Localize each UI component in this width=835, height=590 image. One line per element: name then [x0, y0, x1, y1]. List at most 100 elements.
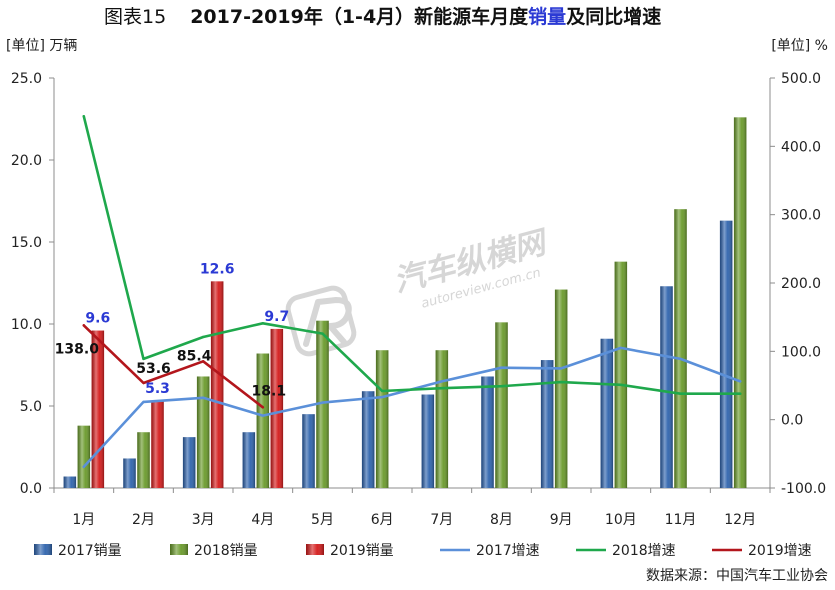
- x-category-label: 6月: [371, 512, 394, 528]
- legend-item-growth-2017: 2017增速: [440, 543, 540, 559]
- x-category-label: 5月: [311, 512, 334, 528]
- bar-sales-2017-m2: [123, 458, 136, 488]
- point-growth-2018-m6: [380, 389, 384, 393]
- legend-item-sales-2018: 2018销量: [170, 543, 258, 559]
- right-tick-label: 200.0: [781, 276, 821, 292]
- legend-item-sales-2017: 2017销量: [34, 543, 122, 559]
- point-growth-2018-m3: [201, 335, 205, 339]
- point-growth-2017-m12: [738, 380, 742, 383]
- data-label-sales-2019-m3: 12.6: [200, 261, 235, 277]
- bar-sales-2017-m5: [302, 414, 315, 488]
- bar-sales-2017-m6: [361, 391, 375, 488]
- bar-sales-2019-m2: [151, 401, 164, 488]
- line-growth-2019: [82, 324, 265, 409]
- bar-shading: [481, 376, 494, 488]
- line-series-growth-2018: [82, 115, 742, 395]
- left-tick-label: 20.0: [11, 153, 42, 169]
- x-category-label: 4月: [251, 512, 274, 528]
- legend-swatch-shading: [306, 544, 324, 555]
- x-category-label: 7月: [430, 512, 453, 528]
- point-growth-2018-m2: [142, 357, 145, 361]
- bar-sales-2018-m12: [733, 117, 747, 489]
- point-growth-2019-m4: [261, 406, 265, 409]
- bar-shading: [719, 220, 733, 488]
- left-tick-label: 5.0: [20, 399, 42, 415]
- data-label-growth-2019-m3: 85.4: [177, 348, 212, 364]
- point-growth-2019-m3: [201, 360, 205, 363]
- bar-shading: [270, 328, 284, 488]
- bar-sales-2017-m11: [660, 286, 673, 488]
- data-source-note: 数据来源：中国汽车工业协会: [646, 568, 828, 584]
- left-tick-label: 0.0: [20, 481, 42, 497]
- bar-shading: [660, 286, 673, 488]
- legend-swatch-shading: [34, 544, 52, 555]
- legend: 2017销量 2018销量 2019销量 2017增速 2018增速 2019增速: [34, 543, 812, 559]
- x-category-label: 2月: [132, 512, 155, 528]
- point-growth-2018-m10: [619, 383, 623, 387]
- bar-sales-2018-m2: [137, 432, 150, 488]
- bar-sales-2018-m1: [77, 425, 91, 488]
- bar-shading: [316, 320, 329, 488]
- point-growth-2018-m12: [738, 392, 742, 395]
- bar-shading: [137, 432, 150, 488]
- point-growth-2017-m6: [380, 395, 384, 399]
- bar-shading: [421, 394, 435, 488]
- point-growth-2017-m4: [261, 414, 265, 417]
- legend-item-growth-2018: 2018增速: [576, 543, 676, 559]
- bar-shading: [614, 261, 628, 488]
- x-category-label: 3月: [192, 512, 215, 528]
- line-series-growth-2019: [82, 324, 265, 409]
- bar-series-sales-2018: [77, 117, 747, 489]
- bar-sales-2017-m8: [481, 376, 494, 488]
- point-growth-2019-m1: [82, 324, 86, 327]
- bar-sales-2019-m3: [210, 281, 224, 488]
- bar-shading: [435, 350, 449, 488]
- bar-shading: [123, 458, 136, 488]
- bar-sales-2018-m7: [435, 350, 449, 488]
- bar-sales-2019-m4: [270, 328, 284, 488]
- data-label-sales-2019-m2: 5.3: [145, 381, 170, 397]
- bar-sales-2017-m10: [600, 338, 614, 488]
- point-growth-2018-m9: [559, 380, 563, 384]
- data-label-sales-2019-m4: 9.7: [264, 309, 289, 325]
- bar-shading: [554, 289, 568, 488]
- left-axis-unit: [单位] 万辆: [6, 38, 78, 54]
- bar-shading: [302, 414, 315, 488]
- line-growth-2017: [82, 346, 742, 469]
- bar-sales-2018-m4: [256, 353, 270, 488]
- legend-label: 2018销量: [194, 543, 258, 559]
- point-growth-2017-m5: [321, 401, 324, 404]
- point-growth-2017-m9: [559, 367, 563, 370]
- point-growth-2017-m8: [500, 366, 503, 369]
- bar-shading: [196, 376, 210, 488]
- point-growth-2017-m1: [82, 465, 86, 469]
- bar-shading: [540, 360, 554, 488]
- point-growth-2019-m2: [142, 381, 145, 385]
- left-tick-label: 10.0: [11, 317, 42, 333]
- bar-sales-2018-m9: [554, 289, 568, 488]
- point-growth-2017-m2: [142, 400, 145, 404]
- right-tick-label: 500.0: [781, 71, 821, 87]
- bar-sales-2017-m4: [242, 432, 256, 488]
- bar-series-sales-2017: [63, 220, 733, 488]
- bar-shading: [242, 432, 256, 488]
- bar-shading: [375, 350, 389, 488]
- bar-sales-2017-m12: [719, 220, 733, 488]
- point-growth-2018-m11: [679, 392, 682, 395]
- bar-sales-2017-m7: [421, 394, 435, 488]
- bar-shading: [151, 401, 164, 488]
- bar-sales-2018-m5: [316, 320, 329, 488]
- bar-sales-2018-m3: [196, 376, 210, 488]
- x-category-label: 1月: [72, 512, 95, 528]
- right-tick-label: 300.0: [781, 208, 821, 224]
- x-category-label: 9月: [550, 512, 573, 528]
- left-tick-label: 15.0: [11, 235, 42, 251]
- title-highlight: 销量: [528, 6, 567, 28]
- title-after: 及同比增速: [566, 6, 662, 28]
- chart-title: 图表15 2017-2019年（1-4月）新能源车月度销量及同比增速: [104, 4, 661, 30]
- right-tick-label: 100.0: [781, 344, 821, 360]
- x-category-label: 12月: [724, 512, 756, 528]
- bar-shading: [674, 209, 687, 488]
- title-before: 2017-2019年（1-4月）新能源车月度: [190, 6, 529, 28]
